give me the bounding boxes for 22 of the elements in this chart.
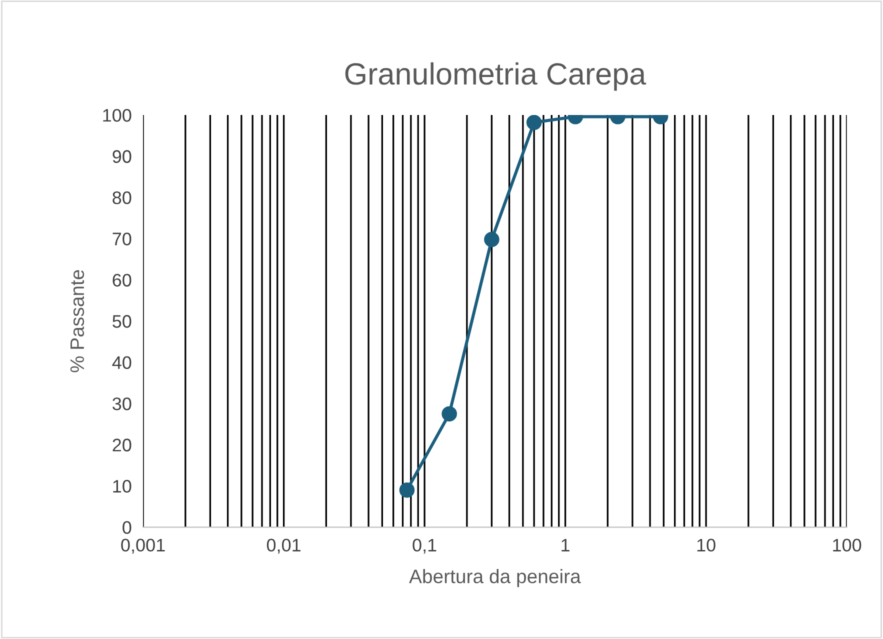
x-tick-label: 0,1 xyxy=(412,538,436,554)
point xyxy=(442,406,457,422)
y-tick-label: 90 xyxy=(112,150,132,163)
y-tick-label: 0 xyxy=(122,521,132,534)
y-tick-label: 50 xyxy=(112,315,132,328)
x-axis-title: Abertura da peneira xyxy=(409,569,581,588)
y-tick-label: 10 xyxy=(113,480,132,493)
y-tick-label: 60 xyxy=(112,274,132,287)
chart-title: Granulometria Carepa xyxy=(345,62,646,91)
x-tick-label: 0,001 xyxy=(121,538,165,554)
x-tick-label: 0,01 xyxy=(266,538,300,554)
y-tick-label: 70 xyxy=(112,232,132,246)
x-tick-label: 10 xyxy=(697,538,716,552)
y-tick-label: 100 xyxy=(103,108,132,122)
y-axis-title: % Passante xyxy=(70,270,84,372)
x-tick-label: 100 xyxy=(833,538,862,552)
y-tick-label: 30 xyxy=(112,397,132,410)
x-tick-label: 1 xyxy=(562,538,570,552)
point xyxy=(399,482,415,498)
y-tick-label: 20 xyxy=(112,438,132,452)
y-tick-label: 80 xyxy=(112,191,132,204)
y-tick-label: 40 xyxy=(112,356,132,370)
